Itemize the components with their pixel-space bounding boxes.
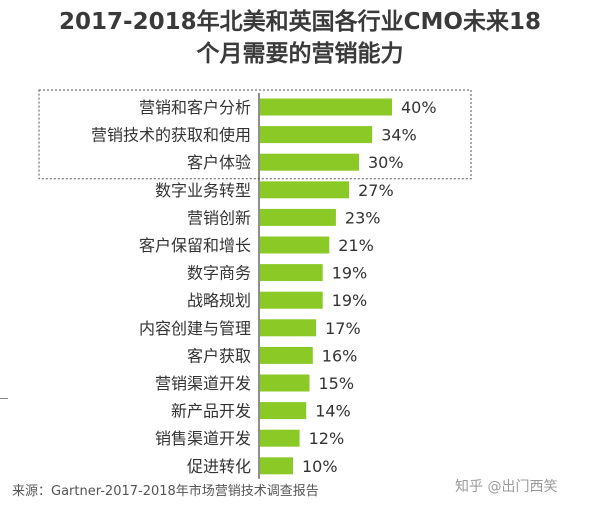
category-label: 内容创建与管理: [139, 319, 251, 338]
category-label: 营销技术的获取和使用: [91, 126, 251, 145]
chart-title-line-2: 个月需要的营销能力: [196, 41, 404, 67]
category-label: 战略规划: [187, 291, 251, 310]
bar: [260, 457, 293, 475]
bar: [260, 208, 336, 226]
bar: [260, 374, 310, 392]
value-label: 17%: [325, 319, 361, 338]
value-label: 23%: [345, 208, 381, 227]
category-label: 营销和客户分析: [139, 98, 251, 117]
chart-title: 2017-2018年北美和英国各行业CMO未来18 个月需要的营销能力: [0, 6, 600, 70]
bar: [260, 319, 317, 337]
value-label: 19%: [332, 264, 368, 283]
value-label: 15%: [319, 374, 355, 393]
value-label: 12%: [309, 429, 345, 448]
bar: [260, 429, 300, 447]
category-label: 营销渠道开发: [155, 374, 251, 393]
category-label: 营销创新: [187, 208, 251, 227]
highlight-box: [38, 89, 472, 180]
value-label: 16%: [322, 346, 358, 365]
category-label: 新产品开发: [171, 402, 251, 421]
value-label: 19%: [332, 291, 368, 310]
bar: [260, 126, 373, 144]
bar: [260, 291, 323, 309]
value-label: 14%: [315, 402, 351, 421]
bar: [260, 153, 359, 171]
watermark: 知乎 @出门西笑: [455, 479, 558, 495]
value-label: 27%: [358, 181, 394, 200]
bar: [260, 346, 313, 364]
value-label: 10%: [302, 457, 338, 476]
value-label: 34%: [381, 126, 417, 145]
category-label: 数字商务: [187, 264, 251, 283]
bar: [260, 181, 350, 199]
value-label: 30%: [368, 153, 404, 172]
edge-tick-mark: [0, 398, 8, 399]
bar: [260, 402, 307, 420]
source-note: 来源：Gartner-2017-2018年市场营销技术调查报告: [12, 484, 319, 499]
value-label: 21%: [338, 236, 374, 255]
category-label: 销售渠道开发: [155, 429, 251, 448]
category-label: 数字业务转型: [155, 181, 251, 200]
bar: [260, 264, 323, 282]
category-label: 客户保留和增长: [139, 236, 251, 255]
category-label: 促进转化: [187, 457, 251, 476]
bar: [260, 236, 330, 254]
chart-title-line-1: 2017-2018年北美和英国各行业CMO未来18: [59, 9, 541, 35]
bar: [260, 98, 392, 116]
category-label: 客户体验: [187, 153, 251, 172]
value-label: 40%: [401, 98, 437, 117]
category-label: 客户获取: [187, 346, 251, 365]
